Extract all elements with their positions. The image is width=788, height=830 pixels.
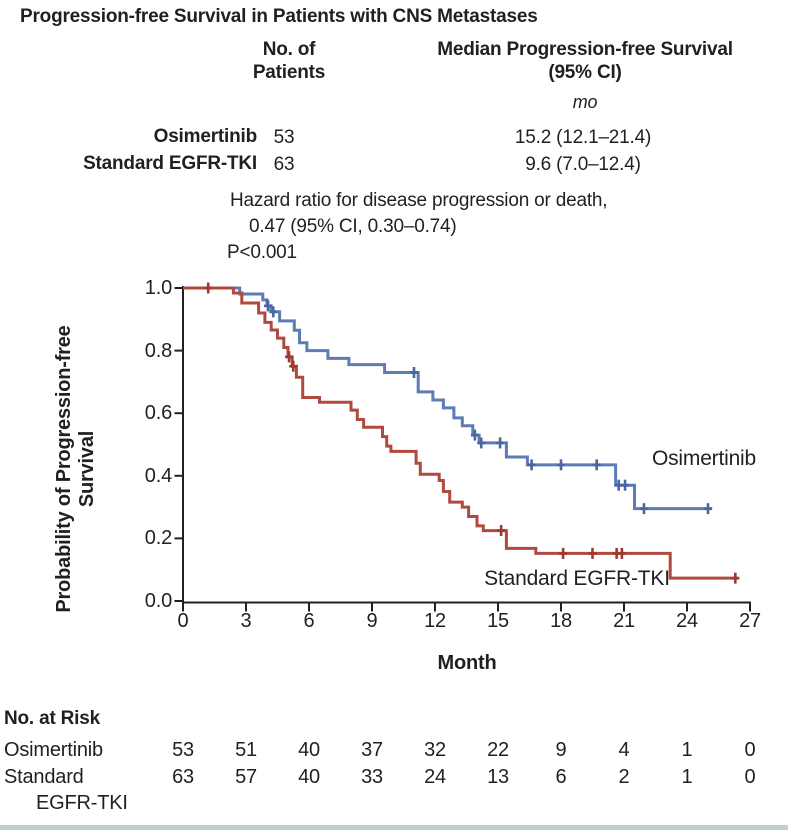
risk-value: 24 [424, 766, 446, 788]
risk-value: 1 [681, 739, 693, 761]
x-tick-label: 18 [550, 610, 572, 632]
median-pfs-osimertinib: 15.2 (12.1–21.4) [514, 127, 652, 148]
risk-value: 4 [618, 739, 630, 761]
column-header-median: Median Progression-free Survival (95% CI… [437, 39, 733, 83]
hazard-ratio-value: 0.47 (95% CI, 0.30–0.74) [249, 216, 457, 237]
risk-value: 2 [618, 766, 630, 788]
x-tick-label: 12 [424, 610, 446, 632]
median-pfs-standard: 9.6 (7.0–12.4) [525, 154, 641, 175]
risk-value: 40 [298, 739, 320, 761]
y-axis-title: Probability of Progression-free Survival [53, 289, 99, 649]
risk-value: 6 [555, 766, 567, 788]
bottom-divider [0, 825, 788, 830]
risk-value: 57 [235, 766, 257, 788]
risk-value: 37 [361, 739, 383, 761]
figure-title: Progression-free Survival in Patients wi… [20, 6, 538, 27]
y-tick-label: 0.2 [144, 527, 172, 550]
risk-value: 63 [172, 766, 194, 788]
unit-label-months: mo [572, 92, 598, 112]
curve-label-standard-egfr-tki: Standard EGFR-TKI [484, 567, 670, 590]
risk-value: 1 [681, 766, 693, 788]
survival-curve-osimertinib [183, 286, 713, 511]
risk-row-label-line2: EGFR-TKI [36, 792, 128, 814]
risk-value: 13 [487, 766, 509, 788]
y-tick-label: 0.6 [144, 402, 172, 425]
treatment-label-osimertinib: Osimertinib [153, 126, 258, 147]
hazard-ratio-text: Hazard ratio for disease progression or … [230, 190, 608, 211]
risk-value: 9 [555, 739, 567, 761]
risk-value: 32 [424, 739, 446, 761]
risk-value: 53 [172, 739, 194, 761]
x-tick-label: 24 [676, 610, 698, 632]
y-tick-label: 0.8 [144, 339, 172, 362]
x-tick-label: 9 [366, 610, 378, 632]
x-tick-label: 3 [240, 610, 252, 632]
risk-value: 22 [487, 739, 509, 761]
y-tick-label: 1.0 [144, 277, 172, 299]
x-tick-label: 21 [613, 610, 635, 632]
curve-label-osimertinib: Osimertinib [652, 447, 756, 470]
risk-table-header: No. at Risk [4, 708, 100, 729]
column-header-patients: No. of Patients [252, 39, 326, 83]
x-axis-title: Month [437, 652, 497, 674]
risk-row-label: Standard [4, 766, 84, 788]
x-tick-label: 27 [739, 610, 761, 632]
p-value: P<0.001 [227, 242, 297, 263]
risk-row-label: Osimertinib [4, 739, 103, 761]
y-tick-label: 0.0 [144, 590, 172, 612]
risk-value: 40 [298, 766, 320, 788]
x-tick-label: 6 [303, 610, 315, 632]
patients-count-osimertinib: 53 [273, 127, 295, 148]
treatment-label-standard: Standard EGFR-TKI [83, 153, 257, 174]
survival-curve-standard-egfr-tki [183, 286, 739, 580]
risk-value: 0 [744, 739, 756, 761]
patients-count-standard: 63 [273, 154, 295, 175]
risk-value: 51 [235, 739, 257, 761]
x-tick-label: 0 [177, 610, 189, 632]
y-axis-title-line1: Probability of Progression-free Survival [53, 325, 98, 613]
risk-value: 0 [744, 766, 756, 788]
risk-value: 33 [361, 766, 383, 788]
y-tick-label: 0.4 [144, 464, 172, 487]
x-tick-label: 15 [487, 610, 509, 632]
